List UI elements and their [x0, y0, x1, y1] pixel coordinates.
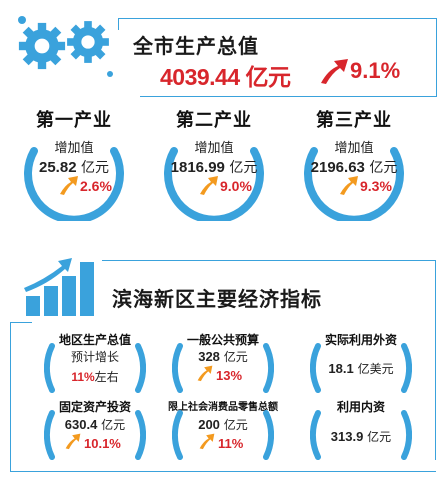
indicator-growth-line: 11%左右: [71, 370, 119, 384]
indicator-growth: 13%: [216, 368, 243, 383]
frame-line: [10, 322, 12, 472]
ring-icon: [302, 121, 406, 225]
indicator-title: 利用内资: [336, 400, 385, 414]
indicator-value: 18.1 亿美元: [328, 361, 394, 376]
indicator-value: 630.4 亿元: [64, 417, 126, 432]
indicator-line: 预计增长: [70, 350, 119, 364]
indicator-title: 固定资产投资: [58, 400, 131, 414]
up-arrow-icon: [64, 432, 82, 454]
frame-line: [102, 260, 436, 262]
city-gdp-growth: 9.1%: [350, 58, 401, 83]
ring-icon: [43, 340, 147, 400]
frame-line: [10, 471, 436, 473]
indicator-value: 313.9 亿元: [330, 429, 392, 444]
industry-sub: 增加值: [334, 141, 374, 156]
up-arrow-icon: [338, 174, 360, 200]
industry-sub: 增加值: [194, 141, 234, 156]
frame-line: [118, 18, 120, 30]
industry-growth: 9.0%: [220, 178, 252, 194]
indicator-title: 地区生产总值: [58, 333, 131, 347]
industry-value: 1816.99 亿元: [170, 159, 258, 176]
up-arrow-icon: [196, 364, 214, 386]
indicator-value: 200 亿元: [198, 417, 248, 432]
up-arrow-icon: [198, 174, 220, 200]
up-arrow-icon: [198, 432, 216, 454]
indicator-growth: 11%: [218, 436, 244, 451]
bar-chart-growth-icon: [22, 248, 106, 322]
indicator-value: 328 亿元: [198, 349, 248, 364]
gears-icon: [8, 6, 120, 94]
industry-sub: 增加值: [54, 141, 94, 156]
industry-value: 2196.63 亿元: [310, 159, 398, 176]
frame-line: [140, 96, 436, 98]
ring-icon: [309, 407, 413, 467]
industry-growth: 9.3%: [360, 178, 392, 194]
ring-icon: [162, 121, 266, 225]
industry-value: 25.82 亿元: [39, 159, 109, 176]
industry-growth: 2.6%: [80, 178, 112, 194]
binhai-section-title: 滨海新区主要经济指标: [112, 287, 322, 311]
ring-icon: [22, 121, 126, 225]
up-arrow-icon: [318, 56, 350, 90]
indicator-title: 一般公共预算: [186, 333, 259, 347]
frame-line: [10, 322, 32, 324]
indicator-growth: 10.1%: [84, 436, 121, 451]
ring-icon: [171, 407, 275, 467]
ring-icon: [43, 407, 147, 467]
industry-title: 第一产业: [36, 110, 112, 131]
industry-title: 第三产业: [316, 110, 392, 131]
indicator-title: 限上社会消费品零售总额: [168, 402, 278, 413]
city-gdp-value: 4039.44 亿元: [160, 64, 291, 90]
industry-title: 第二产业: [176, 110, 252, 131]
up-arrow-icon: [58, 174, 80, 200]
indicator-title: 实际利用外资: [324, 333, 397, 347]
top-frame: [118, 18, 437, 97]
frame-line: [435, 260, 437, 460]
ring-icon: [171, 340, 275, 400]
ring-icon: [309, 340, 413, 400]
city-gdp-title: 全市生产总值: [133, 34, 259, 58]
